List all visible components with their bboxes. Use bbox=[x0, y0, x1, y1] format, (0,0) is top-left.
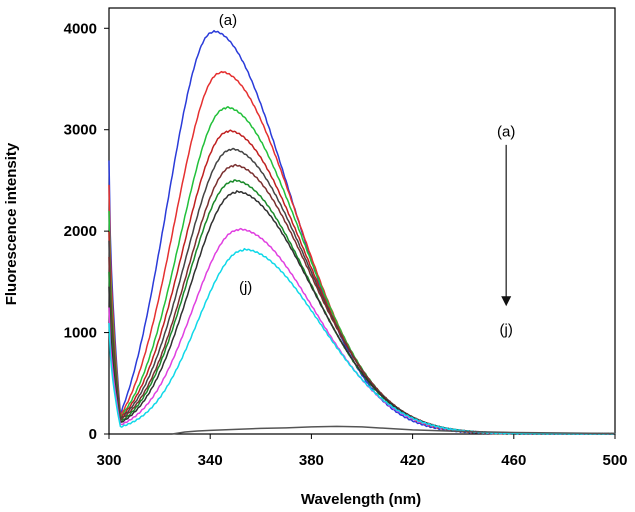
annotation-label: (j) bbox=[239, 279, 252, 296]
y-tick-label: 3000 bbox=[64, 122, 97, 139]
y-axis-title: Fluorescence intensity bbox=[3, 142, 20, 305]
annotation-label: (a) bbox=[219, 12, 237, 29]
series-line bbox=[108, 163, 616, 435]
x-tick-label: 420 bbox=[400, 452, 425, 469]
series-line bbox=[108, 247, 616, 435]
annotation-layer: (a) (j) (a) (j) bbox=[219, 12, 516, 338]
y-tick-label: 4000 bbox=[64, 20, 97, 37]
y-tick-label: 2000 bbox=[64, 223, 97, 240]
series-layer bbox=[108, 29, 616, 435]
annotation-label: (j) bbox=[500, 322, 513, 339]
y-tick-label: 1000 bbox=[64, 325, 97, 342]
x-axis-title: Wavelength (nm) bbox=[301, 491, 421, 508]
series-line bbox=[108, 106, 616, 435]
x-tick-label: 380 bbox=[299, 452, 324, 469]
series-line bbox=[172, 425, 616, 435]
x-tick-label: 500 bbox=[602, 452, 627, 469]
annotation-label: (a) bbox=[497, 124, 515, 141]
series-line bbox=[108, 190, 616, 435]
trend-arrow-head bbox=[501, 296, 512, 307]
x-tick-label: 460 bbox=[501, 452, 526, 469]
y-tick-label: 0 bbox=[89, 426, 97, 443]
axes-layer: 300 340 380 420 460 500 0 1000 2000 3000 4000 bbox=[64, 20, 628, 469]
x-tick-label: 340 bbox=[198, 452, 223, 469]
x-tick-label: 300 bbox=[96, 452, 121, 469]
